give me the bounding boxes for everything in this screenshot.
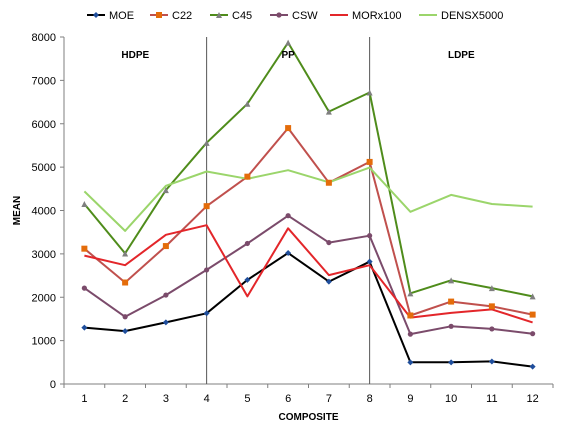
- data-point: [407, 331, 413, 337]
- data-point: [81, 200, 88, 207]
- data-point: [203, 139, 210, 146]
- data-point: [81, 324, 88, 331]
- data-point: [285, 250, 292, 257]
- data-point: [448, 298, 455, 305]
- data-point: [366, 89, 373, 96]
- legend-label: MOE: [109, 10, 134, 22]
- x-tick-label: 3: [163, 393, 169, 405]
- data-point: [244, 240, 250, 247]
- series-line-csw: [83, 214, 533, 336]
- x-axis-title: COMPOSITE: [278, 412, 338, 423]
- data-point: [122, 279, 129, 286]
- y-tick-label: 8000: [32, 32, 56, 44]
- y-axis-title: MEAN: [12, 196, 23, 225]
- data-point: [162, 187, 169, 194]
- data-point: [448, 359, 455, 366]
- x-tick-label: 9: [407, 393, 413, 405]
- data-point: [366, 158, 373, 165]
- data-point: [244, 276, 251, 283]
- data-point: [529, 363, 536, 370]
- x-tick-label: 12: [527, 393, 539, 405]
- series-line-morx100: [84, 224, 533, 324]
- data-point: [488, 303, 495, 310]
- data-point: [488, 358, 495, 365]
- series-line-densx5000: [83, 166, 533, 232]
- x-tick-label: 1: [81, 393, 87, 405]
- region-label: PP: [281, 50, 295, 61]
- data-point: [529, 311, 536, 318]
- data-point: [285, 125, 292, 132]
- data-point: [244, 100, 251, 107]
- data-point: [163, 292, 169, 298]
- data-point: [162, 243, 169, 250]
- legend-label: C45: [232, 10, 252, 22]
- series-line-c22: [83, 127, 533, 317]
- data-point: [285, 213, 291, 219]
- legend-label: MORx100: [352, 10, 402, 22]
- data-point: [122, 314, 128, 320]
- data-point: [530, 331, 536, 337]
- legend-label: C22: [172, 10, 192, 22]
- y-tick-label: 3000: [32, 249, 56, 261]
- data-point: [488, 285, 495, 292]
- y-tick-label: 5000: [32, 162, 56, 174]
- data-point: [203, 203, 210, 210]
- region-label: HDPE: [121, 50, 149, 61]
- data-point: [203, 310, 210, 317]
- data-point: [81, 285, 87, 291]
- y-tick-label: 1000: [32, 336, 56, 348]
- y-tick-label: 6000: [32, 119, 56, 131]
- x-tick-label: 6: [285, 393, 291, 405]
- y-tick-label: 0: [50, 379, 56, 391]
- x-tick-label: 2: [122, 393, 128, 405]
- data-point: [162, 319, 169, 326]
- data-point: [325, 179, 332, 186]
- data-point: [122, 250, 129, 257]
- y-tick-label: 4000: [32, 206, 56, 218]
- legend-label: DENSX5000: [441, 10, 503, 22]
- x-tick-label: 5: [244, 393, 250, 405]
- data-point: [216, 12, 222, 18]
- x-tick-label: 8: [367, 393, 373, 405]
- data-point: [93, 12, 99, 18]
- x-tick-label: 11: [486, 393, 497, 405]
- data-point: [156, 12, 162, 18]
- data-point: [325, 278, 332, 285]
- region-label: LDPE: [448, 50, 475, 61]
- y-tick-label: 2000: [32, 292, 56, 304]
- y-tick-label: 7000: [32, 75, 56, 87]
- data-point: [204, 267, 210, 273]
- data-point: [366, 258, 373, 265]
- data-point: [407, 359, 414, 366]
- x-tick-label: 7: [326, 393, 332, 405]
- data-point: [489, 326, 495, 332]
- data-point: [81, 245, 88, 252]
- legend-label: CSW: [292, 10, 318, 22]
- data-point: [407, 290, 414, 297]
- data-point: [122, 328, 129, 335]
- series-line-moe: [84, 252, 533, 368]
- data-point: [326, 239, 332, 246]
- data-point: [244, 173, 251, 180]
- series-line-c45: [83, 41, 533, 298]
- x-tick-label: 4: [204, 393, 210, 405]
- data-point: [448, 323, 454, 329]
- data-point: [529, 293, 536, 300]
- data-point: [276, 12, 282, 18]
- data-point: [325, 108, 332, 115]
- data-point: [285, 39, 292, 46]
- data-point: [367, 233, 373, 239]
- x-tick-label: 10: [445, 393, 457, 405]
- data-point: [448, 277, 455, 284]
- data-point: [407, 312, 414, 319]
